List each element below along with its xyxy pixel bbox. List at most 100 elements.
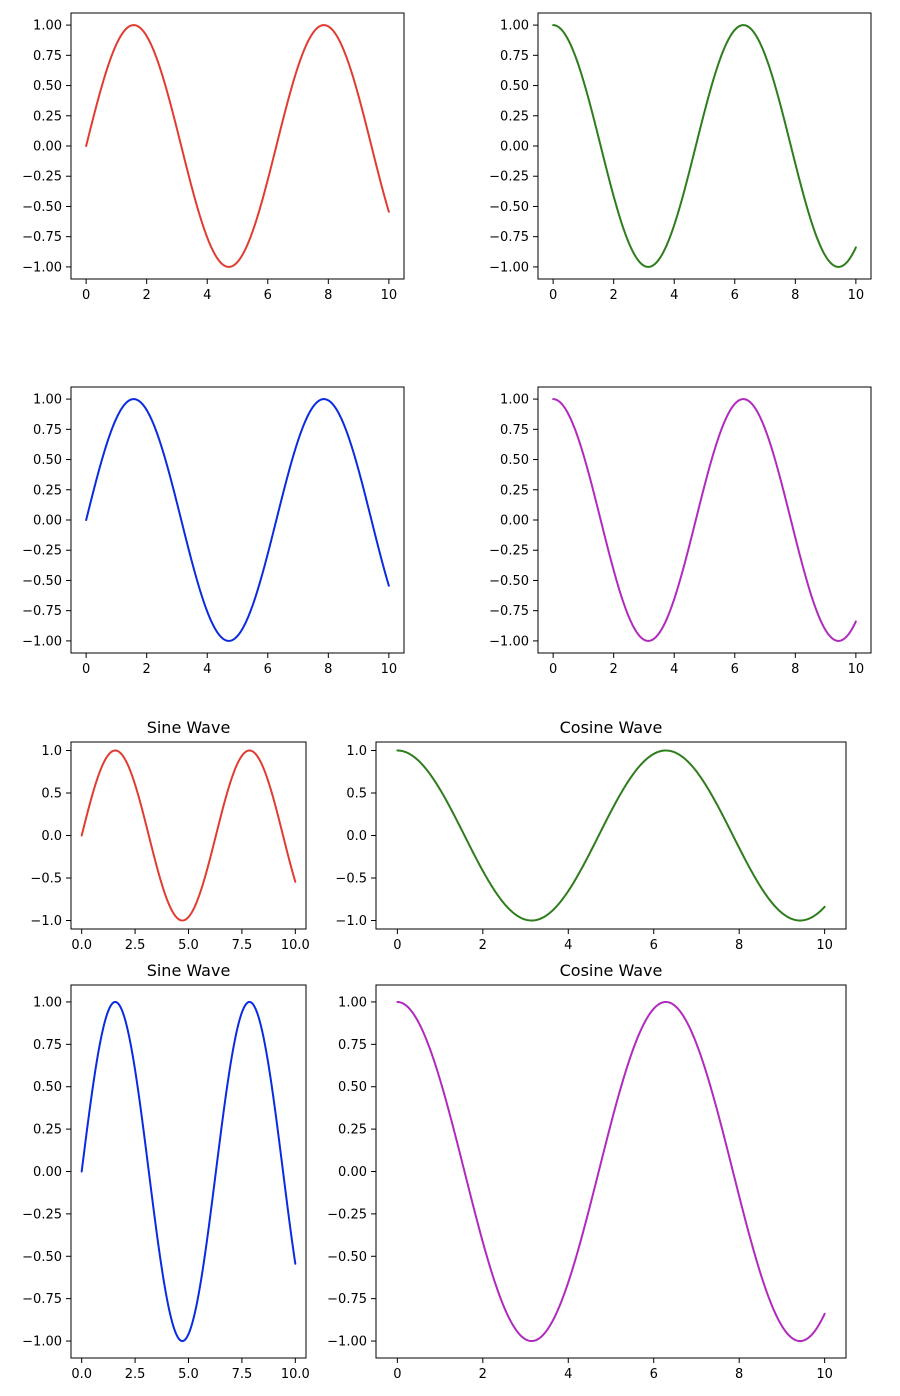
y-tick-label: 0.75 (33, 423, 62, 438)
y-tick-label: −0.25 (489, 170, 529, 185)
subplot-4: 0 2 4 6 8 10 −1.00 −0.75 −0.50 −0.25 0.00 0.25 0.50 0… (489, 386, 872, 677)
y-tick-label: −0.75 (489, 604, 529, 619)
y-tick-label: 0.00 (338, 1165, 367, 1180)
x-tick-label: 4 (564, 938, 572, 953)
x-tick-label: 10.0 (281, 938, 310, 953)
y-tick-label: −1.0 (335, 914, 367, 929)
x-tick-label: 2 (610, 662, 618, 677)
x-tick-label: 10 (381, 662, 398, 677)
x-tick-label: 2 (479, 1367, 487, 1382)
subplot-1: 0 2 4 6 8 10 −1.00 −0.75 −0.50 −0.25 0.00 0.25 0.50 0… (22, 12, 405, 303)
x-tick-label: 10 (848, 288, 865, 303)
y-tick-label: −1.00 (327, 1335, 367, 1350)
y-tick-label: 0.00 (33, 1165, 62, 1180)
x-tick-label: 7.5 (232, 1367, 253, 1382)
x-tick-label: 0.0 (71, 938, 92, 953)
x-tick-label: 10 (816, 938, 833, 953)
y-tick-label: 0.00 (33, 514, 62, 529)
y-tick-label: 1.00 (500, 19, 529, 34)
x-tick-label: 8 (791, 288, 799, 303)
x-tick-label: 8 (324, 288, 332, 303)
y-tick-label: −0.25 (22, 1207, 62, 1222)
x-tick-label: 2 (479, 938, 487, 953)
x-tick-label: 0 (82, 288, 90, 303)
y-tick-label: 0.50 (500, 453, 529, 468)
subplot-2: 0 2 4 6 8 10 −1.00 −0.75 −0.50 −0.25 0.00 0.25 0.50 0… (489, 12, 872, 303)
y-tick-label: −0.75 (22, 230, 62, 245)
y-tick-label: −0.5 (335, 872, 367, 887)
subplot-3: 0 2 4 6 8 10 −1.00 −0.75 −0.50 −0.25 0.00 0.25 0.50 0… (22, 386, 405, 677)
x-tick-label: 0 (82, 662, 90, 677)
y-tick-label: −1.00 (22, 1335, 62, 1350)
y-tick-label: 1.0 (41, 744, 62, 759)
sine-series-line (80, 1000, 297, 1343)
y-tick-label: 0.25 (500, 109, 529, 124)
y-tick-label: 0.25 (33, 1123, 62, 1138)
y-tick-label: −0.75 (22, 1292, 62, 1307)
x-tick-label: 2 (143, 662, 151, 677)
y-tick-label: 0.75 (33, 1038, 62, 1053)
y-tick-label: 1.00 (338, 995, 367, 1010)
x-tick-label: 6 (264, 662, 272, 677)
x-tick-label: 0.0 (71, 1367, 92, 1382)
y-tick-label: −0.5 (30, 872, 62, 887)
y-tick-label: −0.50 (22, 574, 62, 589)
x-tick-label: 10 (816, 1367, 833, 1382)
x-tick-label: 6 (650, 1367, 658, 1382)
y-tick-label: −0.25 (489, 544, 529, 559)
y-tick-label: 0.75 (338, 1038, 367, 1053)
cosine-series-line (396, 1000, 826, 1343)
subplot-title: Sine Wave (147, 961, 231, 980)
x-tick-label: 5.0 (178, 1367, 199, 1382)
cosine-series-line (396, 749, 826, 922)
x-tick-label: 5.0 (178, 938, 199, 953)
y-tick-label: −0.75 (327, 1292, 367, 1307)
x-tick-label: 4 (670, 662, 678, 677)
y-tick-label: 0.00 (500, 514, 529, 529)
y-tick-label: 0.25 (500, 483, 529, 498)
x-tick-label: 7.5 (232, 938, 253, 953)
y-tick-label: −1.00 (22, 634, 62, 649)
x-tick-label: 4 (564, 1367, 572, 1382)
x-tick-label: 8 (324, 662, 332, 677)
sine-series-line (85, 24, 390, 268)
y-tick-label: 0.50 (33, 79, 62, 94)
y-tick-label: −0.25 (22, 544, 62, 559)
y-tick-label: −0.75 (489, 230, 529, 245)
cosine-series-line (552, 24, 857, 268)
subplot-title: Sine Wave (147, 718, 231, 737)
y-tick-label: −0.50 (22, 1250, 62, 1265)
x-tick-label: 6 (264, 288, 272, 303)
x-tick-label: 6 (731, 288, 739, 303)
y-tick-label: 0.5 (346, 787, 367, 802)
y-tick-label: 1.00 (33, 19, 62, 34)
y-tick-label: −0.75 (22, 604, 62, 619)
y-tick-label: −0.50 (489, 574, 529, 589)
x-tick-label: 2 (143, 288, 151, 303)
x-tick-label: 4 (203, 662, 211, 677)
subplot-8: 0 2 4 6 8 10 −1.00 −0.75 −0.50 −0.25 0.00 0.25 0.50 0… (327, 961, 847, 1382)
subplot-title: Cosine Wave (560, 961, 663, 980)
y-tick-label: 1.00 (33, 393, 62, 408)
x-tick-label: 0 (393, 1367, 401, 1382)
y-tick-label: −0.25 (327, 1207, 367, 1222)
y-tick-label: 0.50 (33, 1080, 62, 1095)
y-tick-label: −0.50 (489, 200, 529, 215)
y-tick-label: 1.00 (33, 995, 62, 1010)
x-tick-label: 0 (393, 938, 401, 953)
sine-series-line (80, 749, 297, 922)
x-tick-label: 8 (735, 938, 743, 953)
subplot-7: 0.0 2.5 5.0 7.5 10.0 −1.00 −0.75 −0.50 −0.25 0.00… (22, 961, 310, 1382)
y-tick-label: 0.50 (338, 1080, 367, 1095)
y-tick-label: 1.0 (346, 744, 367, 759)
y-tick-label: 0.75 (33, 49, 62, 64)
x-tick-label: 0 (549, 662, 557, 677)
subplot-5: 0.0 2.5 5.0 7.5 10.0 −1.0 −0.5 0.0 0.5 1.0 Sine Wa… (30, 718, 309, 953)
sine-series-line (85, 398, 390, 642)
y-tick-label: 0.75 (500, 423, 529, 438)
x-tick-label: 10 (848, 662, 865, 677)
y-tick-label: 0.25 (338, 1123, 367, 1138)
y-tick-label: 1.00 (500, 393, 529, 408)
